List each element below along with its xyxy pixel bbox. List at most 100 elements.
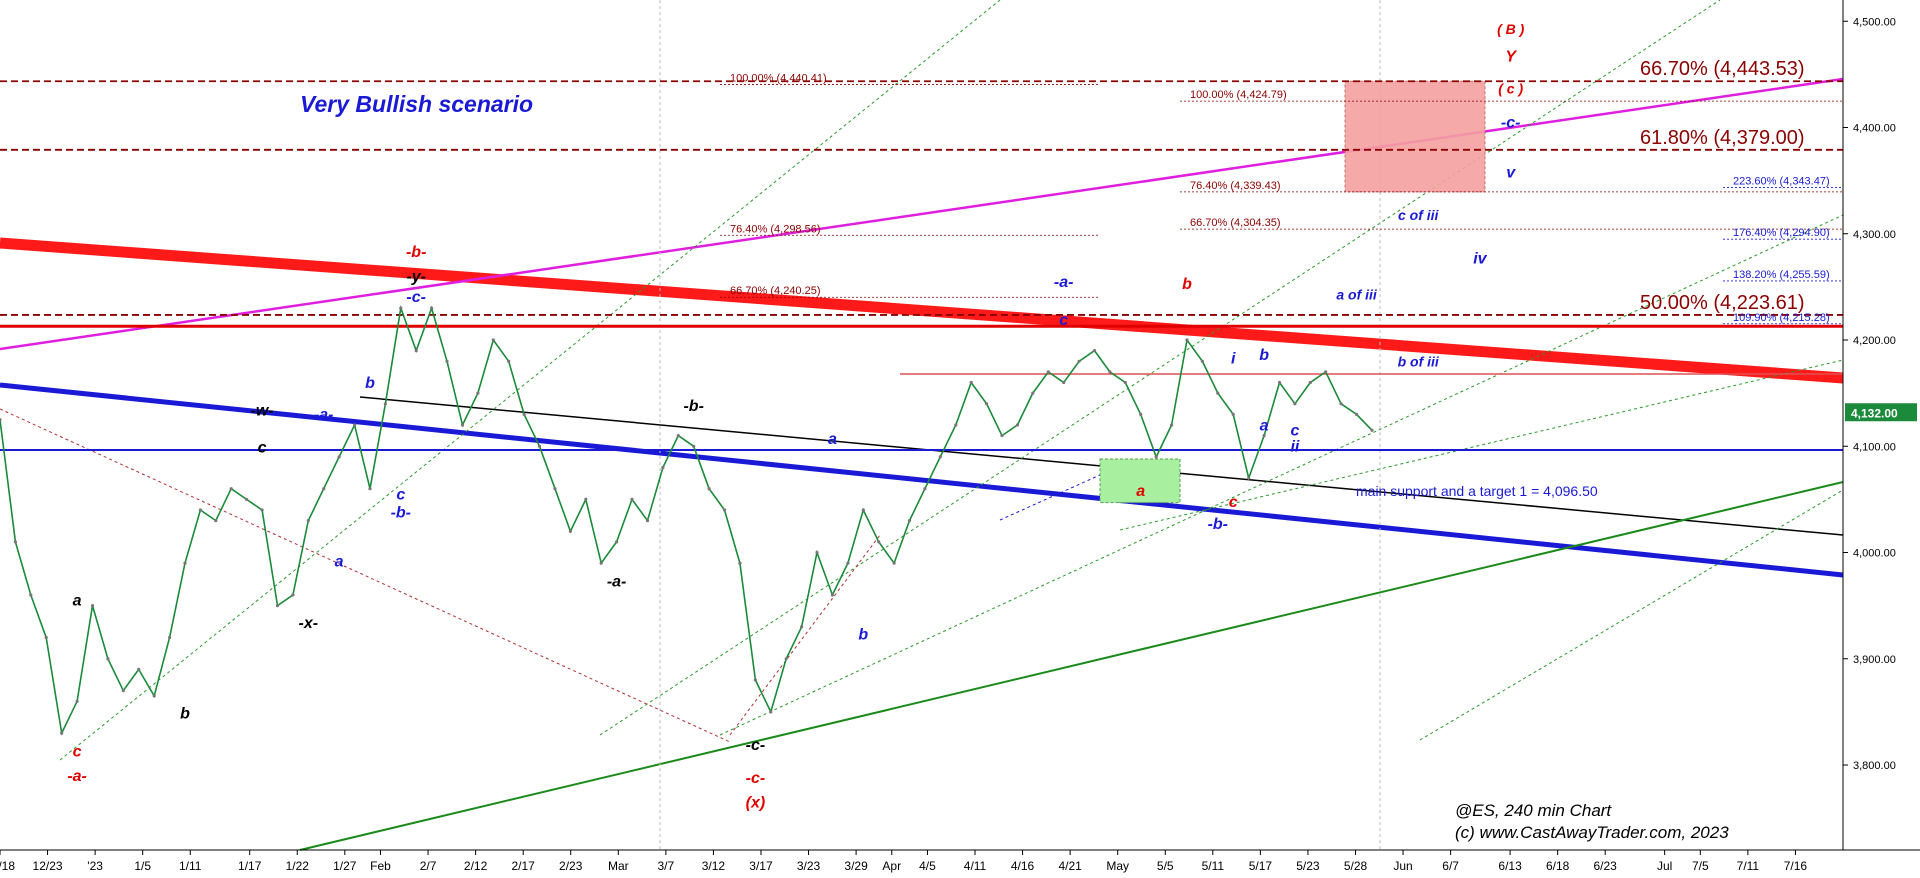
wave-label-28: i: [1231, 350, 1236, 367]
price-point-70: [1077, 359, 1081, 363]
blue-trendline: [0, 382, 1844, 578]
price-point-15: [229, 487, 233, 491]
price-point-2: [29, 593, 33, 597]
level-label-1: 61.80% (4,379.00): [1640, 127, 1805, 149]
price-line: [0, 304, 1373, 736]
x-tick-label-26: 5/11: [1202, 859, 1225, 873]
price-point-29: [445, 359, 449, 363]
y-tick-label-0: 4,500.00: [1853, 16, 1896, 28]
wave-label-8: -b-: [391, 504, 411, 521]
price-point-40: [615, 540, 619, 544]
x-tick-label-11: 2/17: [511, 859, 535, 873]
price-point-53: [815, 550, 819, 555]
price-point-54: [830, 593, 835, 597]
x-tick-label-19: Apr: [882, 859, 901, 873]
x-tick-label-21: 4/11: [964, 859, 987, 873]
price-point-0: [0, 418, 2, 422]
wave-label-5: -a-: [314, 407, 334, 424]
x-tick-label-34: 6/23: [1594, 859, 1618, 873]
fib-label-7: 176.40% (4,294.90): [1733, 227, 1830, 239]
wave-label-26: c: [1229, 494, 1238, 511]
wave-label-29: b: [1259, 347, 1269, 364]
price-point-80: [1231, 412, 1235, 416]
x-tick-label-1: 12/23: [33, 859, 63, 873]
price-point-58: [892, 561, 896, 565]
x-tick-label-4: 1/11: [179, 859, 202, 873]
x-tick-label-24: May: [1106, 859, 1129, 873]
wave-label-31: c: [1290, 423, 1299, 440]
price-point-63: [969, 380, 973, 385]
x-tick-label-3: 1/5: [134, 859, 151, 873]
x-tick-label-20: 4/5: [919, 859, 936, 873]
green-channel-5: [1419, 489, 1844, 741]
wave-label-1: -y-: [406, 269, 426, 286]
price-point-49: [753, 678, 758, 682]
price-point-4: [60, 731, 64, 735]
wave-label-30: a: [1260, 417, 1269, 434]
price-point-66: [1015, 423, 1020, 427]
price-point-78: [1200, 359, 1204, 363]
wave-label-10: a: [73, 593, 82, 610]
price-point-77: [1185, 338, 1189, 342]
price-point-56: [861, 508, 865, 512]
price-point-87: [1339, 402, 1343, 406]
price-tag: [1845, 403, 1917, 422]
x-tick-label-8: Feb: [370, 859, 391, 873]
price-point-75: [1154, 455, 1158, 459]
price-point-43: [661, 465, 665, 470]
fib-label-8: 138.20% (4,255.59): [1733, 269, 1830, 281]
price-point-68: [1046, 370, 1050, 374]
target-zones: [1099, 80, 1486, 504]
price-point-23: [353, 423, 357, 427]
wave-label-34: a of iii: [1336, 287, 1378, 303]
price-point-9: [137, 667, 141, 672]
x-tick-label-6: 1/22: [286, 859, 310, 873]
price-point-3: [44, 635, 48, 640]
x-tick-label-31: 6/7: [1442, 859, 1459, 873]
price-point-13: [198, 508, 202, 512]
price-point-50: [769, 710, 773, 714]
wave-label-18: b: [858, 627, 868, 644]
x-tick-label-38: 7/16: [1784, 859, 1808, 873]
level-label-2: 50.00% (4,223.61): [1640, 292, 1805, 314]
price-point-11: [168, 635, 172, 640]
magenta-trendline: [0, 77, 1844, 351]
wave-label-6: b: [365, 375, 375, 392]
price-point-19: [291, 593, 295, 597]
target-zone: [1344, 80, 1486, 193]
price-point-83: [1277, 380, 1282, 385]
price-point-21: [322, 487, 326, 491]
x-tick-label-22: 4/16: [1011, 859, 1035, 873]
y-tick-label-7: 3,800.00: [1853, 760, 1896, 772]
price-point-88: [1355, 412, 1359, 416]
wave-labels: -b--y--c--w-c-a-bc-b-aa-x-bc-a--b--a-ab-…: [67, 21, 1524, 812]
y-tick-label-4: 4,100.00: [1853, 441, 1896, 453]
price-tag-label: 4,132.00: [1851, 406, 1898, 420]
price-point-25: [383, 402, 387, 406]
price-point-55: [846, 561, 850, 565]
x-tick-label-10: 2/12: [464, 859, 488, 873]
price-point-10: [152, 694, 156, 698]
wave-label-0: -b-: [406, 244, 426, 261]
wave-label-38: -c-: [1501, 115, 1521, 132]
price-point-26: [399, 306, 403, 310]
price-point-35: [537, 444, 542, 448]
x-tick-label-23: 4/21: [1058, 859, 1082, 873]
wave-label-24: b: [1182, 276, 1192, 293]
x-tick-label-0: 12/18: [0, 859, 15, 873]
wave-label-15: -b-: [683, 398, 703, 415]
x-tick-label-14: 3/7: [658, 859, 675, 873]
price-point-5: [75, 699, 79, 703]
wave-label-2: -c-: [406, 289, 426, 306]
x-tick-label-27: 5/17: [1249, 859, 1273, 873]
chart-credit-copyright: (c) www.CastAwayTrader.com, 2023: [1455, 823, 1729, 842]
price-point-12: [183, 561, 187, 565]
price-point-69: [1062, 380, 1066, 385]
price-point-48: [738, 561, 742, 565]
price-point-84: [1293, 402, 1297, 406]
wave-label-13: c: [73, 744, 82, 761]
price-point-74: [1139, 412, 1143, 416]
price-point-65: [1000, 434, 1004, 438]
price-point-64: [985, 402, 989, 406]
